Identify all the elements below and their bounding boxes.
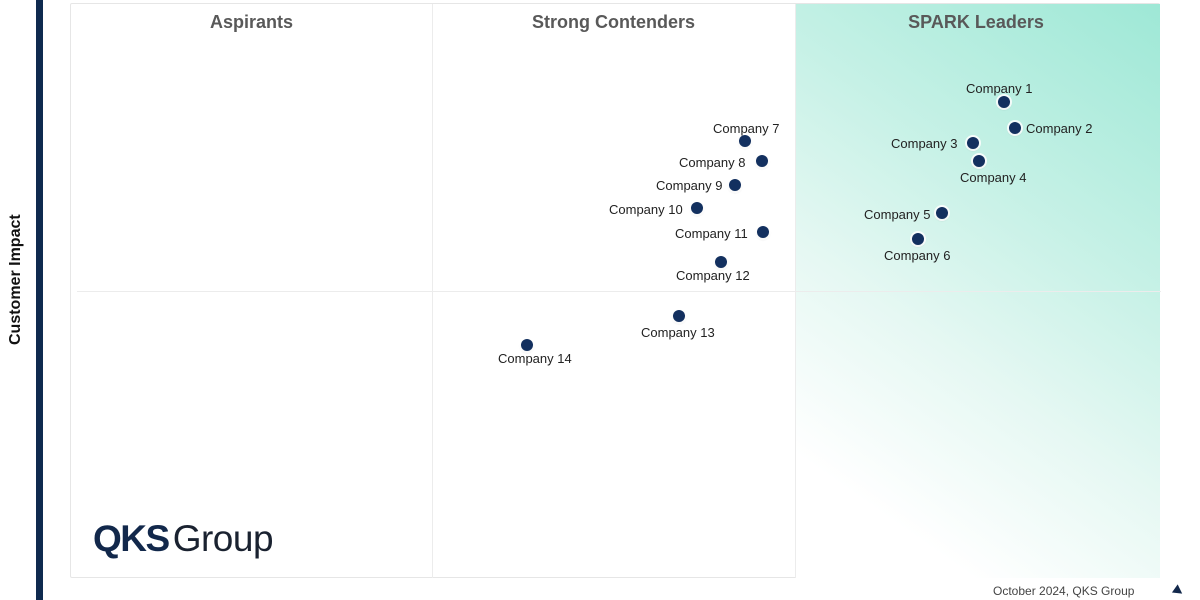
point-label-company-14: Company 14 <box>498 351 572 366</box>
data-point-company-1[interactable] <box>998 96 1010 108</box>
data-point-company-7[interactable] <box>739 135 751 147</box>
point-label-company-11: Company 11 <box>675 226 748 241</box>
footer-credit: October 2024, QKS Group <box>993 584 1135 598</box>
point-label-company-6: Company 6 <box>884 248 951 263</box>
logo-regular-text: Group <box>172 518 274 559</box>
data-point-company-9[interactable] <box>729 179 741 191</box>
horizontal-midline <box>77 291 1161 292</box>
matrix-plot-area: Aspirants Strong Contenders SPARK Leader… <box>70 3 1161 578</box>
data-point-company-5[interactable] <box>936 207 948 219</box>
data-point-company-11[interactable] <box>757 226 769 238</box>
data-point-company-4[interactable] <box>973 155 985 167</box>
data-point-company-12[interactable] <box>715 256 727 268</box>
data-point-company-13[interactable] <box>673 310 685 322</box>
y-axis-bar <box>36 0 43 600</box>
point-label-company-7: Company 7 <box>713 121 780 136</box>
logo-bold-text: QKS <box>93 518 170 559</box>
point-label-company-5: Company 5 <box>864 207 931 222</box>
x-axis-arrow-icon <box>1171 584 1186 598</box>
qks-group-logo: QKS Group <box>93 518 274 560</box>
point-label-company-1: Company 1 <box>966 81 1033 96</box>
data-point-company-10[interactable] <box>691 202 703 214</box>
quadrant-title-aspirants: Aspirants <box>209 12 294 32</box>
quadrant-title-strong-contenders: Strong Contenders <box>531 12 695 32</box>
data-point-company-6[interactable] <box>912 233 924 245</box>
quadrant-title-leaders: SPARK Leaders <box>908 12 1044 32</box>
data-point-company-8[interactable] <box>756 155 768 167</box>
point-label-company-12: Company 12 <box>676 268 750 283</box>
y-axis-label: Customer Impact <box>7 214 24 345</box>
point-label-company-8: Company 8 <box>679 155 746 170</box>
data-point-company-3[interactable] <box>967 137 979 149</box>
point-label-company-2: Company 2 <box>1026 121 1093 136</box>
data-point-company-14[interactable] <box>521 339 533 351</box>
point-label-company-3: Company 3 <box>891 136 958 151</box>
point-label-company-10: Company 10 <box>609 202 683 217</box>
data-point-company-2[interactable] <box>1009 122 1021 134</box>
point-label-company-9: Company 9 <box>656 178 723 193</box>
point-label-company-13: Company 13 <box>641 325 715 340</box>
point-label-company-4: Company 4 <box>960 170 1027 185</box>
